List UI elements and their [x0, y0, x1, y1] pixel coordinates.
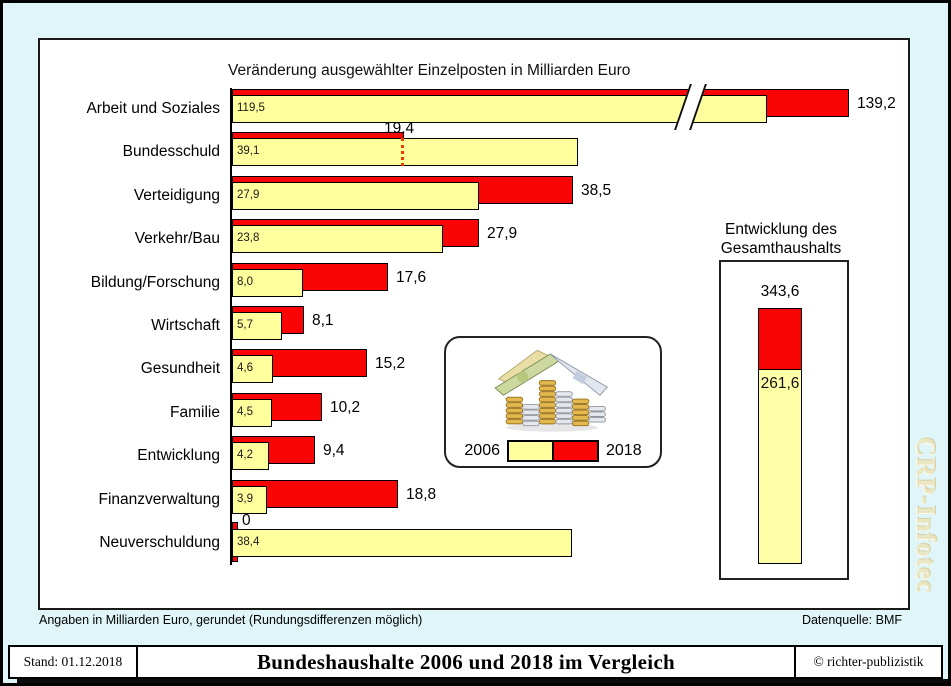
dotted-2018-marker: [401, 138, 404, 167]
legend-swatch-2006: [507, 440, 553, 462]
bar-2006: 4,2: [232, 442, 269, 471]
bar-row: Bundesschuld 39,1 19,4: [42, 120, 872, 175]
bar-chart-rows: Arbeit und Soziales 119,5 139,2 Bundesschul…: [42, 84, 896, 566]
bar-row: Arbeit und Soziales 119,5 139,2: [42, 84, 896, 132]
bar-row-label: Familie: [170, 403, 220, 421]
bar-row: Entwicklung 4,2 9,4: [42, 435, 872, 479]
copyright-label: © richter-publizistik: [794, 647, 941, 677]
bar-zone: 27,9 38,5: [230, 174, 872, 219]
bar-row-label: Arbeit und Soziales: [86, 100, 220, 117]
bar-2006: 4,5: [232, 398, 272, 427]
bar-zone: 39,1 19,4: [230, 120, 872, 175]
value-2006-label: 4,2: [237, 449, 253, 462]
bar-2006: 3,9: [232, 485, 267, 514]
bar-row: Verteidigung 27,9 38,5: [42, 174, 872, 219]
bar-zone: 119,5 139,2: [230, 84, 896, 132]
footer-band: Stand: 01.12.2018 Bundeshaushalte 2006 u…: [8, 645, 943, 679]
bar-row: Verkehr/Bau 23,8 27,9: [42, 218, 872, 262]
bar-row: Gesundheit 4,6 15,2: [42, 348, 872, 392]
bar-row: Finanzverwaltung 3,9 18,8: [42, 478, 872, 522]
bar-zone: 8,0 17,6: [230, 261, 872, 305]
legend-box: 2006 2018: [444, 336, 662, 468]
bar-2006: 38,4: [232, 528, 572, 557]
bar-zone: 4,2 9,4: [230, 435, 872, 479]
value-2006-label: 4,5: [237, 405, 253, 418]
date-stamp: Stand: 01.12.2018: [10, 647, 138, 677]
bar-row-label: Entwicklung: [137, 447, 220, 465]
bar-row-label: Bildung/Forschung: [90, 273, 220, 291]
chart-panel: Veränderung ausgewählter Einzelposten in…: [38, 38, 910, 610]
bar-row-label: Gesundheit: [140, 360, 220, 378]
bar-zone: 38,4 0: [230, 512, 872, 566]
bar-row-label: Verkehr/Bau: [134, 230, 220, 248]
bar-zone: 3,9 18,8: [230, 478, 872, 522]
value-2018-label: 15,2: [375, 355, 406, 373]
legend-swatch-2018: [553, 440, 599, 462]
bar-2006: 39,1: [232, 138, 578, 167]
value-2006-label: 27,9: [237, 188, 260, 201]
value-2018-label: 9,4: [323, 442, 345, 460]
value-2018-label: 19,4: [384, 120, 415, 138]
bar-2006: 27,9: [232, 181, 479, 210]
value-2006-label: 119,5: [237, 102, 265, 114]
footnote-text: Angaben in Milliarden Euro, gerundet (Ru…: [39, 613, 423, 627]
bar-row-label: Neuverschuldung: [99, 533, 220, 551]
bar-row: Neuverschuldung 38,4 0: [42, 512, 872, 566]
bar-row-label: Wirtschaft: [151, 316, 220, 334]
value-2018-label: 0: [242, 511, 251, 529]
legend-label-2018: 2018: [606, 442, 642, 459]
bar-2006: 5,7: [232, 311, 282, 340]
bar-row: Wirtschaft 5,7 8,1: [42, 304, 872, 349]
value-2018-label: 10,2: [330, 398, 361, 416]
total-chart-box: 343,6 261,6: [719, 260, 849, 580]
total-bar-2018: [758, 308, 802, 369]
bar-zone: 5,7 8,1: [230, 304, 872, 349]
total-chart-title: Entwicklung des Gesamthaushalts: [720, 221, 842, 257]
value-2018-label: 27,9: [487, 225, 518, 243]
total-bar-2006: 261,6: [758, 369, 802, 564]
value-2006-label: 5,7: [237, 318, 253, 331]
value-2006-label: 4,6: [237, 362, 253, 375]
bar-row-label: Finanzverwaltung: [98, 490, 220, 508]
value-2018-label: 38,5: [581, 181, 612, 199]
value-2006-label: 8,0: [237, 275, 253, 288]
value-2006-label: 38,4: [237, 535, 260, 548]
value-2006-label: 23,8: [237, 232, 260, 245]
bar-zone: 4,6 15,2: [230, 348, 872, 392]
bar-2006: 8,0: [232, 268, 303, 297]
total-2006-value: 261,6: [760, 375, 800, 392]
bar-row: Bildung/Forschung 8,0 17,6: [42, 261, 872, 305]
page-title: Bundeshaushalte 2006 und 2018 im Verglei…: [256, 649, 676, 674]
bar-zone: 23,8 27,9: [230, 218, 872, 262]
bar-row: Familie 4,5 10,2: [42, 391, 872, 436]
bar-row-label: Bundesschuld: [122, 143, 220, 161]
value-2018-label: 18,8: [406, 485, 437, 503]
bar-row-label: Verteidigung: [133, 186, 220, 204]
value-2006-label: 39,1: [237, 145, 260, 158]
coin-house-image: [494, 349, 608, 432]
bar-zone: 4,5 10,2: [230, 391, 872, 436]
chart-title: Veränderung ausgewählter Einzelposten in…: [228, 62, 631, 79]
footer-shadow: [17, 679, 948, 683]
legend-label-2006: 2006: [464, 442, 500, 459]
bar-2006: 4,6: [232, 355, 273, 384]
value-2006-label: 3,9: [237, 492, 253, 505]
bar-2006: 23,8: [232, 225, 443, 254]
watermark-text: CRP-Infotec: [911, 437, 941, 594]
data-source-text: Datenquelle: BMF: [801, 613, 902, 627]
value-2018-label: 8,1: [312, 311, 334, 329]
total-2018-value: 343,6: [760, 283, 800, 300]
value-2018-label: 17,6: [396, 268, 427, 286]
value-2018-label: 139,2: [857, 95, 896, 112]
